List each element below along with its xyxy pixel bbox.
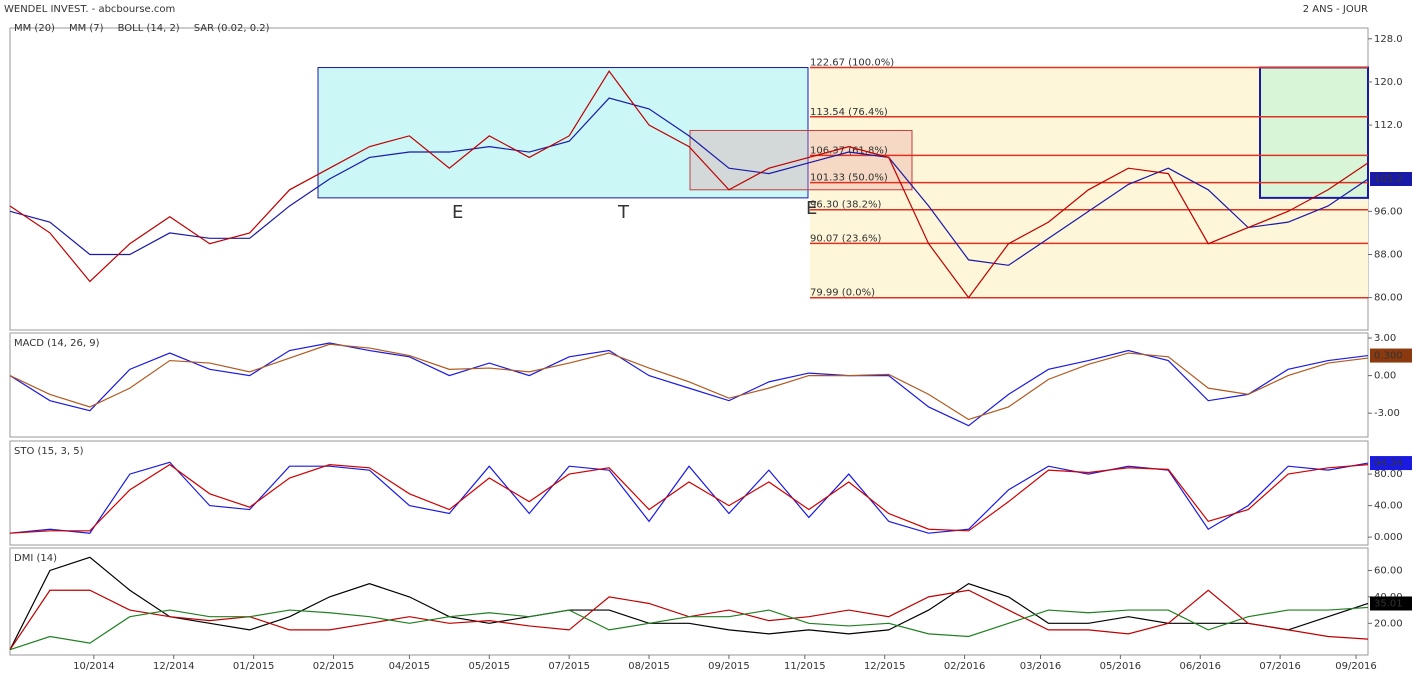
panel <box>9 547 1369 656</box>
fib-label: 101.33 (50.0%) <box>810 173 888 184</box>
panel-title: STO (15, 3, 5) <box>14 446 84 457</box>
panel <box>9 332 1369 438</box>
last-value-box <box>1370 172 1412 186</box>
period: 2 ANS - JOUR <box>1303 4 1368 15</box>
chart-title: WENDEL INVEST. - abcbourse.com <box>4 4 175 15</box>
y-tick-label: 40.00 <box>1374 501 1403 512</box>
x-tick-label: 07/2015 <box>548 661 590 672</box>
y-tick-label: 120.0 <box>1374 77 1403 88</box>
x-tick-label: 12/2015 <box>864 661 906 672</box>
x-tick-label: 07/2016 <box>1259 661 1301 672</box>
legend-entry: MM (7) <box>69 23 104 34</box>
fib-label: 113.54 (76.4%) <box>810 107 888 118</box>
y-tick-label: 3.00 <box>1374 333 1396 344</box>
y-tick-label: 96.00 <box>1374 206 1403 217</box>
legend-entry: BOLL (14, 2) <box>118 23 180 34</box>
zone <box>1259 66 1369 199</box>
x-tick-label: 05/2016 <box>1100 661 1142 672</box>
series-line <box>9 463 1369 534</box>
fib-label: 79.99 (0.0%) <box>810 288 875 299</box>
x-tick-label: 10/2014 <box>73 661 115 672</box>
series-line <box>9 97 1369 266</box>
zone <box>317 67 809 199</box>
x-tick-label: 11/2015 <box>784 661 826 672</box>
last-value-box <box>1370 456 1412 471</box>
x-tick-label: 02/2016 <box>944 661 986 672</box>
series-line <box>9 461 1369 534</box>
annotation: T <box>617 202 630 223</box>
x-tick-label: 05/2015 <box>469 661 511 672</box>
fib-label: 106.37 (61.8%) <box>810 145 888 156</box>
series-line <box>9 343 1369 421</box>
panel-title: MACD (14, 26, 9) <box>14 338 100 349</box>
x-tick-label: 02/2015 <box>313 661 355 672</box>
y-tick-label: 80.00 <box>1374 293 1403 304</box>
x-tick-label: 03/2016 <box>1020 661 1062 672</box>
y-tick-label: 128.0 <box>1374 34 1403 45</box>
annotation: E <box>806 198 817 219</box>
x-tick-label: 09/2016 <box>1335 661 1377 672</box>
last-value-box <box>1370 596 1412 611</box>
last-value: 94.34 <box>1374 458 1403 469</box>
y-tick-label: 80.00 <box>1374 469 1403 480</box>
x-tick-label: 12/2014 <box>153 661 195 672</box>
x-tick-label: 09/2015 <box>708 661 750 672</box>
last-value-box <box>1370 348 1412 363</box>
fib-label: 122.67 (100.0%) <box>810 58 894 69</box>
last-value: 35.01 <box>1374 598 1403 609</box>
fib-label: 90.07 (23.6%) <box>810 233 881 244</box>
y-tick-label: -3.00 <box>1374 408 1400 419</box>
y-tick-label: 0.00 <box>1374 371 1396 382</box>
series-line <box>9 70 1369 299</box>
x-tick-label: 04/2015 <box>389 661 431 672</box>
x-tick-label: 06/2016 <box>1179 661 1221 672</box>
legend-entry: MM (20) <box>14 23 55 34</box>
panel-title: DMI (14) <box>14 553 57 564</box>
annotation: E <box>452 202 463 223</box>
panel <box>9 440 1369 546</box>
y-tick-label: 0.000 <box>1374 532 1403 543</box>
series-line <box>9 556 1369 650</box>
y-tick-label: 20.00 <box>1374 618 1403 629</box>
legend-entry: SAR (0.02, 0.2) <box>194 23 270 34</box>
last-value: 0.300 <box>1374 351 1403 362</box>
x-tick-label: 01/2015 <box>233 661 275 672</box>
fib-label: 96.30 (38.2%) <box>810 200 881 211</box>
y-tick-label: 60.00 <box>1374 565 1403 576</box>
last-value: 105.2 <box>1374 174 1403 185</box>
y-tick-label: 112.0 <box>1374 120 1403 131</box>
x-tick-label: 08/2015 <box>628 661 670 672</box>
y-tick-label: 88.00 <box>1374 250 1403 261</box>
series-line <box>9 606 1369 651</box>
